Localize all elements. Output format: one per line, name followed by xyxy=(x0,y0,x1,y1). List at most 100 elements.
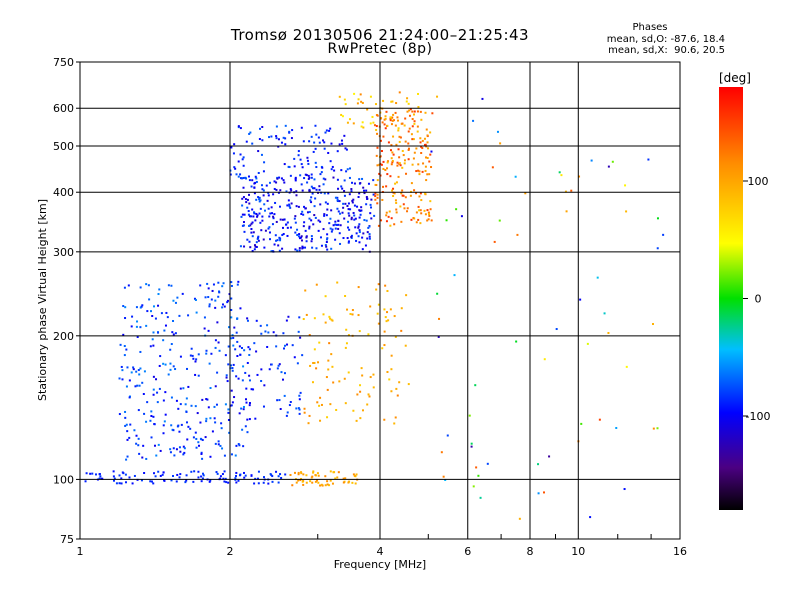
data-point xyxy=(258,198,261,201)
data-point xyxy=(498,219,501,222)
data-point xyxy=(342,481,345,484)
data-point xyxy=(246,319,249,322)
data-point xyxy=(376,202,379,205)
data-point xyxy=(280,371,283,374)
data-point xyxy=(270,135,273,138)
data-point xyxy=(153,305,156,308)
data-point xyxy=(369,95,372,98)
data-point xyxy=(129,423,132,426)
data-point xyxy=(207,287,210,290)
data-point xyxy=(347,208,350,211)
data-point xyxy=(375,154,378,157)
data-point xyxy=(250,388,253,391)
data-point xyxy=(380,150,383,153)
data-point xyxy=(159,474,162,477)
data-point xyxy=(283,218,286,221)
data-point xyxy=(315,367,318,370)
data-point xyxy=(243,230,246,233)
data-point xyxy=(285,223,288,226)
data-point xyxy=(376,164,379,167)
data-point xyxy=(260,379,263,382)
data-point xyxy=(177,407,180,410)
data-point xyxy=(127,284,130,287)
data-point xyxy=(306,211,309,214)
data-point xyxy=(474,384,477,387)
data-point xyxy=(384,115,387,118)
data-point xyxy=(406,210,409,213)
data-point xyxy=(250,228,253,231)
data-point xyxy=(278,176,281,179)
data-point xyxy=(294,176,297,179)
data-point xyxy=(246,418,249,421)
data-point xyxy=(216,321,219,324)
data-point xyxy=(236,317,239,320)
data-point xyxy=(355,419,358,422)
data-point xyxy=(115,482,118,485)
data-point xyxy=(255,177,258,180)
data-point xyxy=(268,181,271,184)
data-point xyxy=(195,437,198,440)
data-point xyxy=(261,139,264,142)
data-point xyxy=(257,171,260,174)
data-point xyxy=(204,296,207,299)
data-point xyxy=(174,301,177,304)
data-point xyxy=(407,158,410,161)
data-point xyxy=(247,175,250,178)
data-point xyxy=(267,227,270,230)
data-point xyxy=(242,405,245,408)
data-point xyxy=(145,283,148,286)
data-point xyxy=(389,119,392,122)
data-point xyxy=(241,224,244,227)
data-point xyxy=(335,223,338,226)
data-point xyxy=(131,482,134,485)
grid-lines xyxy=(80,62,680,539)
data-point xyxy=(408,127,411,130)
data-point xyxy=(254,477,257,480)
data-point xyxy=(169,362,172,365)
data-point xyxy=(289,400,292,403)
data-point xyxy=(172,333,175,336)
data-point xyxy=(137,444,140,447)
data-point xyxy=(283,344,286,347)
data-point xyxy=(149,419,152,422)
data-point xyxy=(401,189,404,192)
data-point xyxy=(164,324,167,327)
data-point xyxy=(254,219,257,222)
data-point xyxy=(221,473,224,476)
data-point xyxy=(224,477,227,480)
data-point xyxy=(611,160,614,163)
data-point xyxy=(324,295,327,298)
data-point xyxy=(231,334,234,337)
data-point xyxy=(243,349,246,352)
data-point xyxy=(397,129,400,132)
data-point xyxy=(329,160,332,163)
data-point xyxy=(256,214,259,217)
data-point xyxy=(270,250,273,253)
data-point xyxy=(405,294,408,297)
data-point xyxy=(376,114,379,117)
data-point xyxy=(365,219,368,222)
data-point xyxy=(271,475,274,478)
data-point xyxy=(246,238,249,241)
data-point xyxy=(284,143,287,146)
data-point xyxy=(235,444,238,447)
data-point xyxy=(317,361,320,364)
data-point xyxy=(416,125,419,128)
data-point xyxy=(167,284,170,287)
x-tick-label: 4 xyxy=(377,545,384,558)
data-point xyxy=(266,324,269,327)
data-point xyxy=(214,442,217,445)
data-point xyxy=(323,141,326,144)
y-tick-label: 75 xyxy=(60,533,74,546)
data-point xyxy=(382,185,385,188)
data-point xyxy=(228,431,231,434)
data-point xyxy=(391,160,394,163)
data-point xyxy=(230,284,233,287)
data-point xyxy=(343,134,346,137)
data-point xyxy=(121,378,124,381)
data-point xyxy=(383,118,386,121)
data-point xyxy=(402,203,405,206)
data-point xyxy=(146,401,149,404)
data-point xyxy=(326,202,329,205)
